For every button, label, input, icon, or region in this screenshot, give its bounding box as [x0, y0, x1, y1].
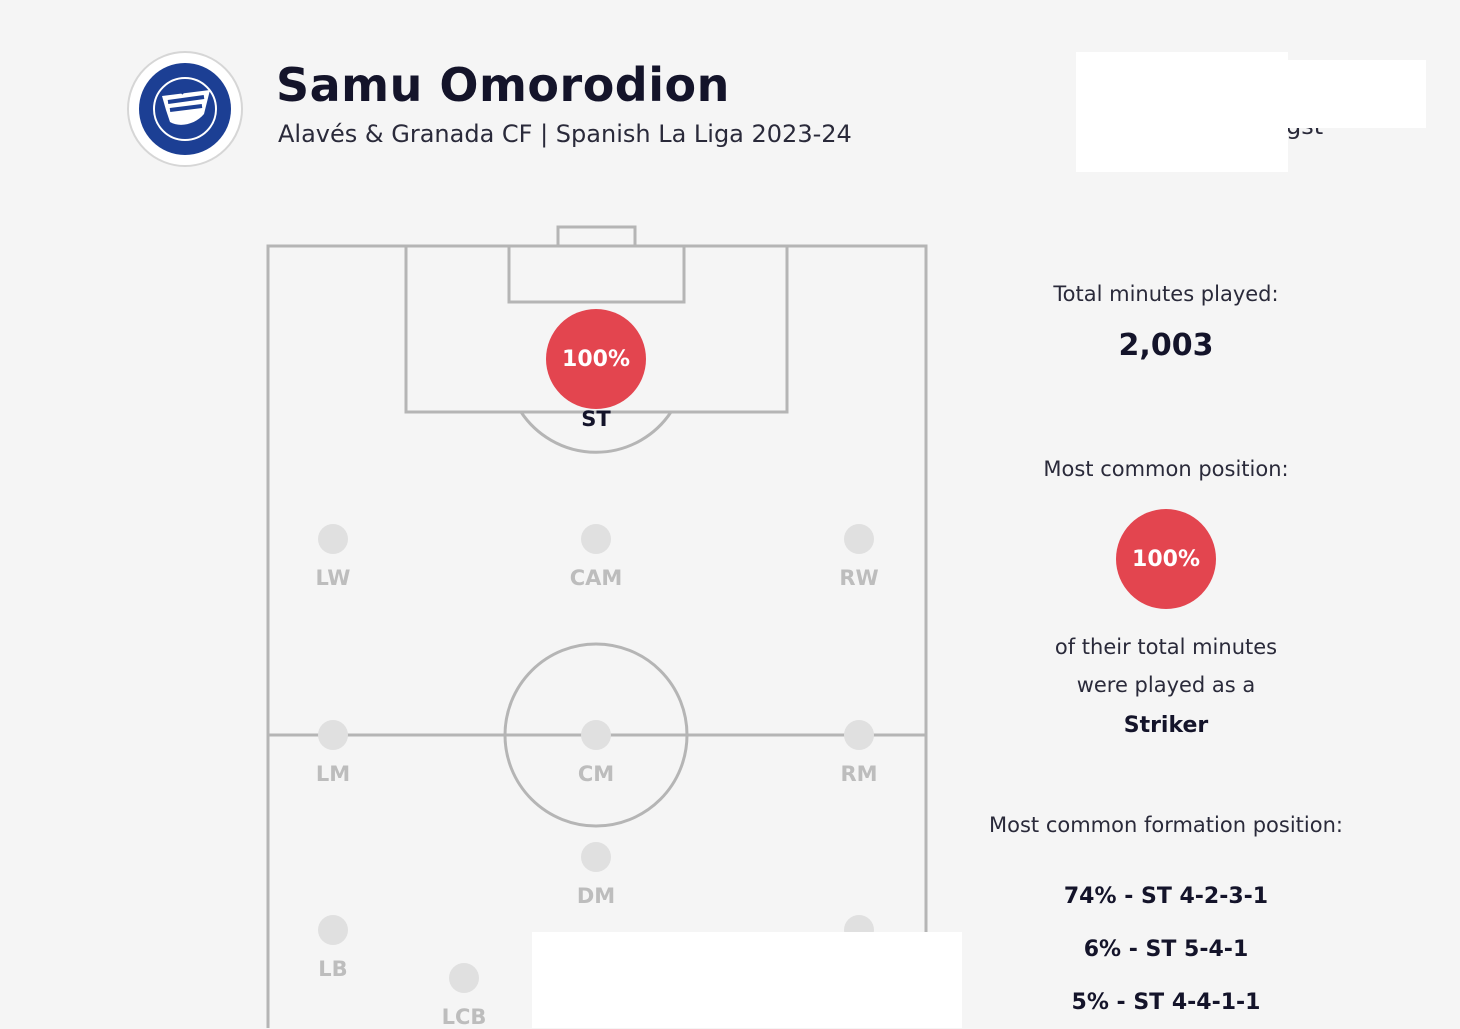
- total-minutes-label: Total minutes played:: [1053, 282, 1279, 306]
- position-dot-lw: [318, 524, 348, 554]
- position-label-lcb: LCB: [441, 1005, 487, 1029]
- position-label-lb: LB: [318, 957, 348, 981]
- position-label-rm: RM: [840, 762, 878, 786]
- position-dot-lb: [318, 915, 348, 945]
- striker-percent-circle: 100%: [546, 309, 646, 409]
- position-label-rw: RW: [839, 566, 879, 590]
- player-name: Samu Omorodion: [276, 58, 730, 112]
- common-position-label: Most common position:: [1043, 457, 1289, 481]
- position-dot-lm: [318, 720, 348, 750]
- position-label-st: ST: [581, 407, 611, 431]
- position-name: Striker: [1123, 713, 1209, 738]
- position-dot-dm: [581, 842, 611, 872]
- position-label-cam: CAM: [569, 566, 623, 590]
- player-subtitle: Alavés & Granada CF | Spanish La Liga 20…: [278, 120, 852, 148]
- description-line-1: of their total minutes: [1054, 635, 1278, 659]
- club-crest-icon: [127, 51, 243, 167]
- club-logo: [126, 50, 244, 168]
- position-dot-rm: [844, 720, 874, 750]
- description-line-2: were played as a: [1076, 673, 1256, 697]
- position-dot-cam: [581, 524, 611, 554]
- position-description: of their total minutes were played as a: [966, 628, 1366, 704]
- formation-label: Most common formation position:: [989, 813, 1343, 837]
- position-label-lm: LM: [315, 762, 351, 786]
- position-dot-lcb: [449, 963, 479, 993]
- position-dot-rw: [844, 524, 874, 554]
- total-minutes-value: 2,003: [1118, 328, 1214, 363]
- position-dot-cm: [581, 720, 611, 750]
- position-label-lw: LW: [315, 566, 351, 590]
- formation-item: 6% - ST 5-4-1: [1083, 937, 1249, 962]
- position-percent-circle: 100%: [1116, 509, 1216, 609]
- redaction-box: [1076, 52, 1288, 172]
- formation-item: 5% - ST 4-4-1-1: [1071, 990, 1261, 1015]
- position-label-cm: CM: [577, 762, 615, 786]
- redaction-box: [1286, 60, 1426, 128]
- redaction-box: [532, 932, 962, 1028]
- position-label-dm: DM: [576, 884, 616, 908]
- formation-item: 74% - ST 4-2-3-1: [1063, 884, 1269, 909]
